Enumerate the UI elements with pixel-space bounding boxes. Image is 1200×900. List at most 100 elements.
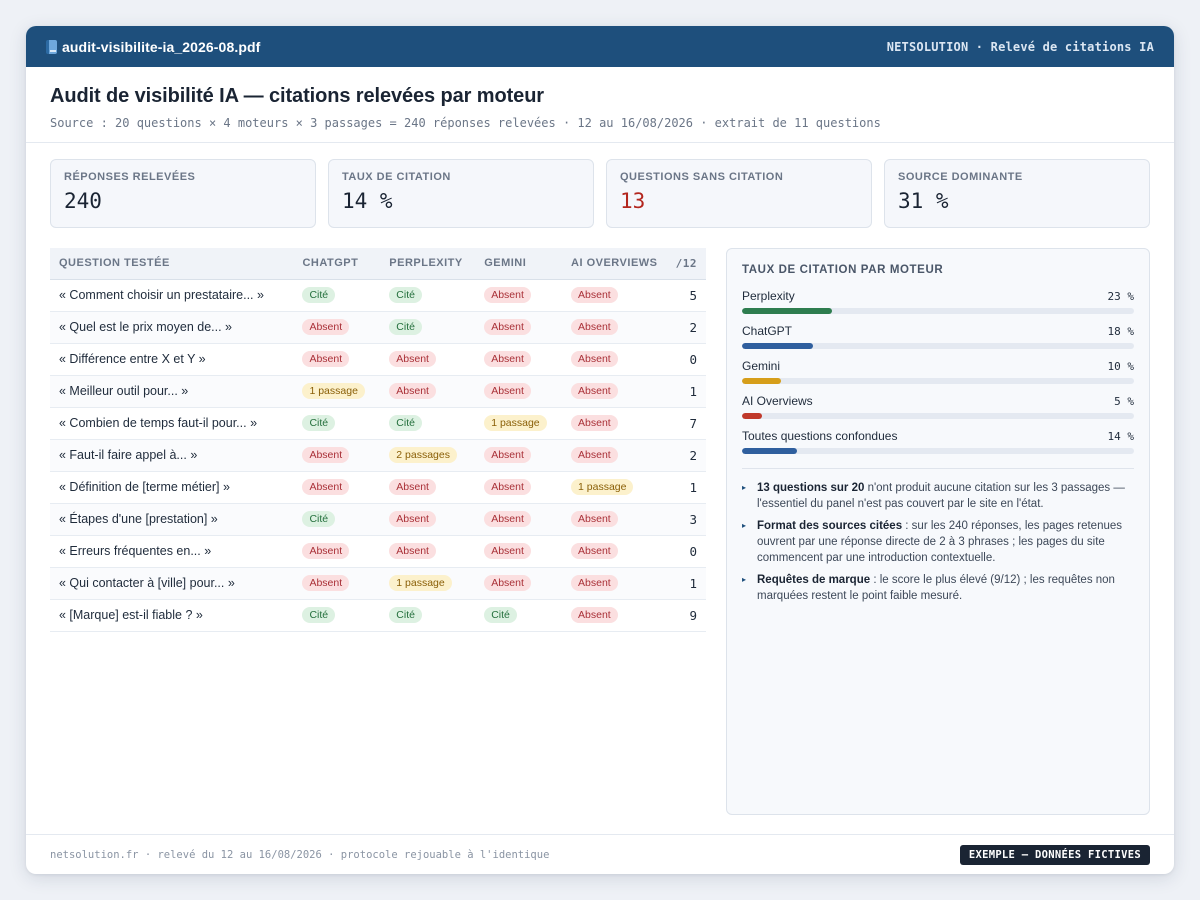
engine-cell: Absent: [562, 375, 667, 408]
status-badge: 1 passage: [302, 383, 365, 399]
table-row: « Définition de [terme métier] » Absent Ab…: [50, 471, 706, 504]
bar-track: [742, 378, 1134, 384]
engine-rate-value: 5 %: [1114, 395, 1134, 408]
question-cell: « Différence entre X et Y »: [50, 343, 294, 376]
kpi-card: TAUX DE CITATION 14 %: [328, 159, 594, 228]
engine-rate-value: 18 %: [1107, 325, 1135, 338]
citations-table-wrap: QUESTION TESTÉE CHATGPT PERPLEXITY GEMIN…: [50, 248, 706, 632]
engine-cell: Cité: [380, 311, 476, 344]
engine-cell: Cité: [380, 407, 476, 440]
table-row: « Quel est le prix moyen de... » Absent Ci…: [50, 311, 706, 344]
engine-cell: Absent: [475, 279, 563, 312]
engine-cell: Absent: [380, 535, 476, 568]
page-title: Audit de visibilité IA — citations relev…: [50, 85, 544, 107]
table-row: « [Marque] est-il fiable ? » Cité Cité Cité…: [50, 599, 706, 632]
footer-text: netsolution.fr · relevé du 12 au 16/08/2…: [50, 848, 550, 861]
kpi-label: RÉPONSES RELEVÉES: [64, 171, 196, 183]
page-subtitle: Source : 20 questions × 4 moteurs × 3 pa…: [50, 116, 881, 130]
engine-cell: Absent: [293, 471, 381, 504]
engine-cell: Absent: [293, 311, 381, 344]
engine-cell: Absent: [293, 535, 381, 568]
finding-key: 13 questions sur 20: [757, 482, 865, 494]
engine-cell: 1 passage: [293, 375, 381, 408]
engine-rate-value: 23 %: [1107, 290, 1135, 303]
question-cell: « [Marque] est-il fiable ? »: [50, 599, 294, 632]
bar-fill: [742, 378, 782, 384]
bar-track: [742, 448, 1134, 454]
finding-text: : sur les 240 réponses, les pages retenu…: [757, 520, 1123, 564]
column-header-chatgpt: CHATGPT: [293, 248, 381, 280]
question-cell: « Erreurs fréquentes en... »: [50, 535, 294, 568]
engine-rate-panel: TAUX DE CITATION PAR MOTEUR Perplexity 23…: [726, 248, 1150, 815]
kpi-value: 240: [64, 189, 102, 213]
engine-bar-row: ChatGPT 18 %: [742, 324, 1134, 359]
engine-cell: Cité: [293, 503, 381, 536]
status-badge: Cité: [302, 607, 336, 623]
bar-fill: [742, 413, 762, 419]
bar-track: [742, 308, 1134, 314]
engine-cell: Cité: [293, 279, 381, 312]
kpi-card: QUESTIONS SANS CITATION 13: [606, 159, 872, 228]
bar-fill: [742, 308, 833, 314]
engine-cell: 1 passage: [380, 567, 476, 600]
engine-cell: Absent: [562, 599, 667, 632]
finding-key: Requêtes de marque: [757, 574, 871, 586]
engine-cell: Absent: [380, 375, 476, 408]
kpi-row: RÉPONSES RELEVÉES 240 TAUX DE CITATION 1…: [50, 159, 1150, 228]
table-row: « Étapes d'une [prestation] » Cité Absent A…: [50, 503, 706, 536]
engine-bar-row: AI Overviews 5 %: [742, 394, 1134, 429]
kpi-value: 13: [620, 189, 646, 213]
score-cell: 1: [666, 567, 706, 600]
kpi-value: 31 %: [898, 189, 949, 213]
bar-track: [742, 343, 1134, 349]
question-cell: « Quel est le prix moyen de... »: [50, 311, 294, 344]
status-badge: 1 passage: [389, 575, 452, 591]
engine-cell: Absent: [562, 439, 667, 472]
status-badge: Absent: [571, 319, 618, 335]
status-badge: Absent: [389, 479, 436, 495]
engine-cell: Absent: [380, 471, 476, 504]
kpi-card: RÉPONSES RELEVÉES 240: [50, 159, 316, 228]
engine-cell: Absent: [475, 375, 563, 408]
question-cell: « Qui contacter à [ville] pour... »: [50, 567, 294, 600]
table-row: « Erreurs fréquentes en... » Absent Absent…: [50, 535, 706, 568]
file-name: audit-visibilite-ia_2026-08.pdf: [62, 38, 261, 55]
table-row: « Qui contacter à [ville] pour... » Absen…: [50, 567, 706, 600]
column-header-perplexity: PERPLEXITY: [380, 248, 476, 280]
score-cell: 5: [666, 279, 706, 312]
fictional-data-stamp: EXEMPLE — DONNÉES FICTIVES: [959, 844, 1150, 865]
engine-cell: Cité: [475, 599, 563, 632]
kpi-label: SOURCE DOMINANTE: [898, 171, 1023, 183]
status-badge: Absent: [484, 575, 531, 591]
bullet-arrow-icon: ▸: [742, 483, 747, 492]
score-cell: 7: [666, 407, 706, 440]
status-badge: Absent: [571, 383, 618, 399]
engine-cell: 2 passages: [380, 439, 476, 472]
status-badge: Absent: [302, 479, 350, 495]
finding-text: : le score le plus élevé (9/12) ; les re…: [757, 574, 1115, 602]
status-badge: Absent: [571, 447, 618, 463]
score-cell: 3: [666, 503, 706, 536]
engine-cell: Cité: [380, 599, 476, 632]
kpi-value: 14 %: [342, 189, 393, 213]
score-cell: 0: [666, 535, 706, 568]
status-badge: 1 passage: [571, 479, 634, 495]
engine-cell: Absent: [475, 567, 563, 600]
engine-cell: Absent: [475, 535, 563, 568]
engine-cell: Absent: [293, 343, 381, 376]
engine-cell: Cité: [380, 279, 476, 312]
bullet-arrow-icon: ▸: [742, 521, 747, 530]
column-header-gemini: GEMINI: [475, 248, 563, 280]
engine-name: Toutes questions confondues: [742, 429, 898, 443]
status-badge: Absent: [302, 319, 350, 335]
status-badge: Absent: [484, 479, 531, 495]
status-badge: Absent: [571, 287, 618, 303]
engine-bar-row: Gemini 10 %: [742, 359, 1134, 394]
status-badge: Cité: [389, 607, 422, 623]
document-icon: [46, 39, 57, 54]
panel-divider: [742, 468, 1134, 469]
table-row: « Meilleur outil pour... » 1 passage Absen…: [50, 375, 706, 408]
finding-key: Format des sources citées: [757, 520, 903, 532]
kpi-label: QUESTIONS SANS CITATION: [620, 171, 784, 183]
engine-name: Gemini: [742, 359, 781, 373]
